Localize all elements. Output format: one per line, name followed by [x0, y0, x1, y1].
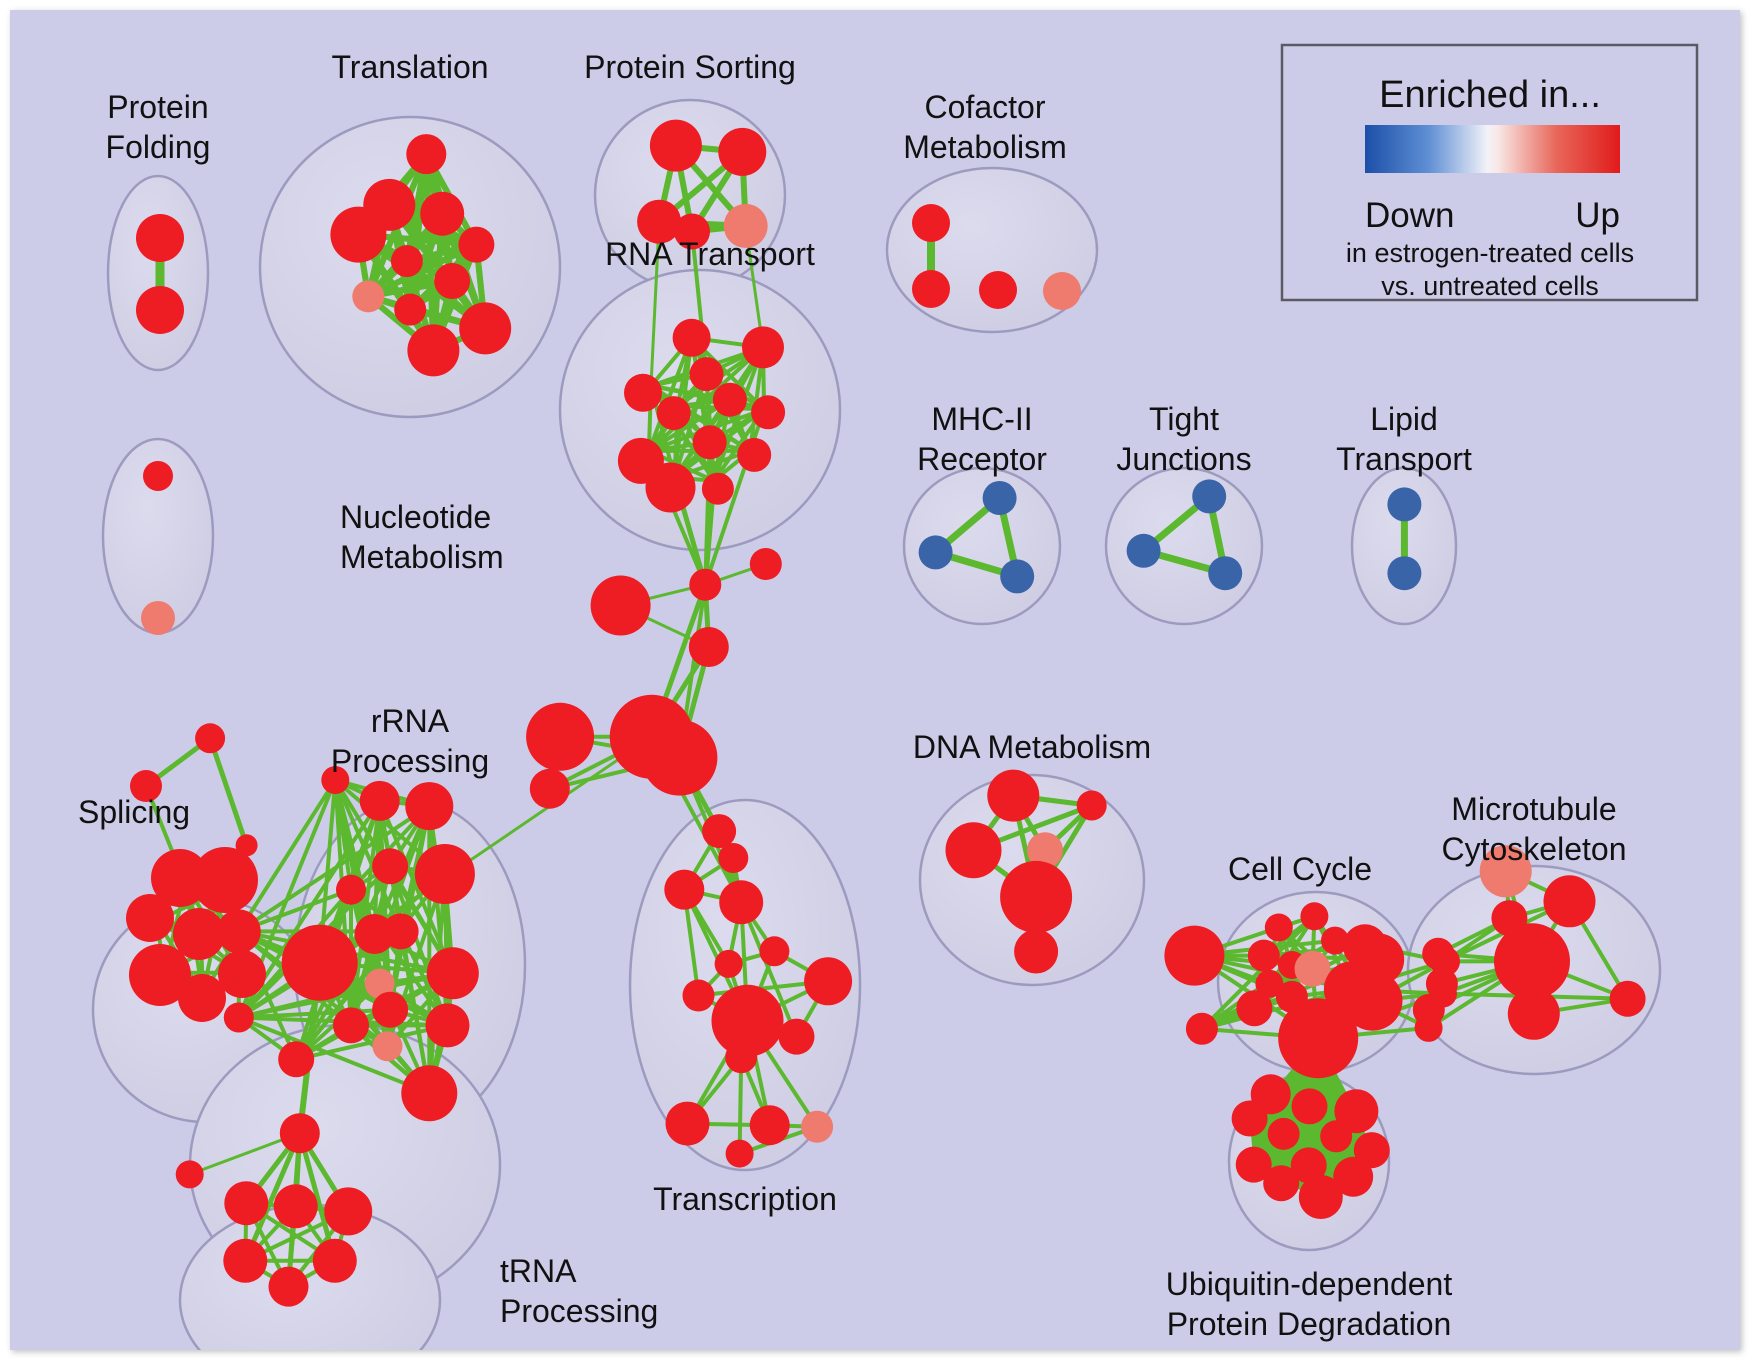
svg-text:Down: Down: [1365, 196, 1454, 235]
svg-text:DNA Metabolism: DNA Metabolism: [913, 729, 1151, 765]
svg-text:Transcription: Transcription: [653, 1181, 837, 1217]
svg-text:Translation: Translation: [331, 49, 488, 85]
svg-text:Cytoskeleton: Cytoskeleton: [1442, 831, 1627, 867]
svg-text:Protein Degradation: Protein Degradation: [1167, 1306, 1452, 1342]
svg-text:in estrogen-treated cells: in estrogen-treated cells: [1346, 238, 1634, 268]
svg-text:Enriched in...: Enriched in...: [1379, 74, 1601, 116]
svg-text:Transport: Transport: [1336, 441, 1472, 477]
svg-text:Metabolism: Metabolism: [340, 539, 504, 575]
svg-text:Cofactor: Cofactor: [925, 89, 1046, 125]
svg-text:Protein Sorting: Protein Sorting: [584, 49, 796, 85]
svg-text:Tight: Tight: [1149, 401, 1219, 437]
svg-text:Ubiquitin-dependent: Ubiquitin-dependent: [1166, 1266, 1453, 1302]
svg-text:Cell Cycle: Cell Cycle: [1228, 851, 1372, 887]
svg-text:Metabolism: Metabolism: [903, 129, 1067, 165]
svg-text:MHC-II: MHC-II: [931, 401, 1032, 437]
svg-text:Splicing: Splicing: [78, 794, 190, 830]
svg-text:RNA Transport: RNA Transport: [605, 236, 815, 272]
svg-text:Junctions: Junctions: [1116, 441, 1251, 477]
svg-text:rRNA: rRNA: [371, 703, 450, 739]
svg-text:Processing: Processing: [500, 1293, 658, 1329]
svg-text:Protein: Protein: [107, 89, 208, 125]
svg-text:Microtubule: Microtubule: [1451, 791, 1616, 827]
svg-text:Nucleotide: Nucleotide: [340, 499, 491, 535]
svg-text:Processing: Processing: [331, 743, 489, 779]
svg-text:Up: Up: [1575, 196, 1620, 235]
svg-text:Lipid: Lipid: [1370, 401, 1438, 437]
svg-text:tRNA: tRNA: [500, 1253, 577, 1289]
svg-text:vs. untreated cells: vs. untreated cells: [1381, 271, 1599, 301]
svg-text:Folding: Folding: [106, 129, 211, 165]
svg-text:Receptor: Receptor: [917, 441, 1047, 477]
